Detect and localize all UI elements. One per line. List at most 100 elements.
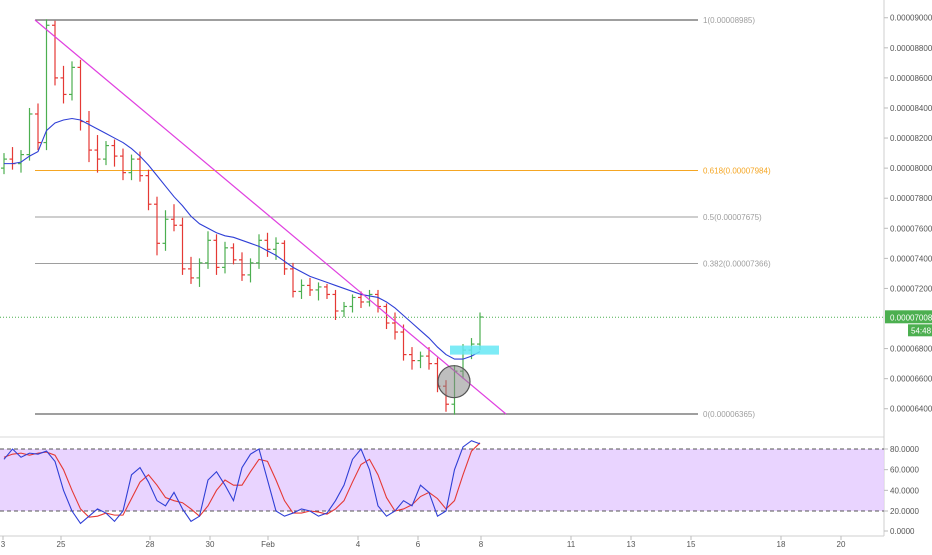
time-tick-label: 11 bbox=[567, 540, 576, 549]
ohlc-bar bbox=[69, 61, 75, 101]
stoch-tick-label: 80.0000 bbox=[890, 445, 919, 454]
ohlc-bar bbox=[281, 240, 288, 275]
ohlc-bar bbox=[205, 231, 211, 269]
ohlc-bar bbox=[60, 65, 67, 104]
time-tick-label: 15 bbox=[687, 540, 696, 549]
trendline bbox=[34, 19, 507, 415]
ohlc-bar bbox=[111, 139, 118, 167]
overlays bbox=[0, 19, 884, 415]
ohlc-bar bbox=[315, 282, 322, 301]
ohlc-bar bbox=[307, 277, 313, 296]
price-tick-label: 0.00008200 bbox=[890, 134, 932, 143]
price-tick-label: 0.00007400 bbox=[890, 254, 932, 263]
ohlc-bar bbox=[145, 169, 152, 211]
ohlc-bar bbox=[392, 312, 398, 340]
stoch-tick-label: 20.0000 bbox=[890, 507, 919, 516]
price-tick-label: 0.00006400 bbox=[890, 405, 932, 414]
price-tick-label: 0.00009000 bbox=[890, 14, 932, 23]
ohlc-bar bbox=[103, 141, 109, 166]
time-tick-label: 28 bbox=[146, 540, 155, 549]
time-tick-label: 20 bbox=[837, 540, 846, 549]
ohlc-bar bbox=[213, 234, 220, 275]
ohlc-bar bbox=[366, 289, 373, 307]
stoch-band bbox=[0, 449, 884, 511]
fibonacci-retracement: 1(0.00008985) 0.618(0.00007984) 0.5(0.0000… bbox=[35, 16, 771, 419]
stoch-d-line bbox=[3, 442, 481, 518]
ohlc-bar bbox=[120, 148, 126, 181]
ohlc-bar bbox=[171, 204, 177, 232]
ohlc-bar bbox=[426, 347, 432, 370]
ohlc-bar bbox=[179, 217, 186, 275]
ohlc-bar bbox=[43, 19, 50, 151]
ohlc-bar bbox=[383, 303, 390, 330]
ohlc-bar bbox=[349, 294, 356, 313]
stochastic-panel bbox=[0, 440, 884, 525]
time-tick-label: 18 bbox=[777, 540, 786, 549]
ohlc-bar bbox=[400, 324, 407, 361]
stoch-tick-label: 0.0000 bbox=[890, 527, 915, 536]
ohlc-bar bbox=[256, 234, 262, 269]
time-tick-label: 8 bbox=[479, 540, 484, 549]
ohlc-bar bbox=[9, 147, 16, 170]
ohlc-bar bbox=[375, 289, 381, 313]
ohlc-bar bbox=[128, 154, 135, 181]
ohlc-bar bbox=[239, 252, 245, 281]
stoch-tick-label: 60.0000 bbox=[890, 466, 919, 475]
price-tick-label: 0.00007800 bbox=[890, 194, 932, 203]
axes: 0.00009000 0.00008800 0.00008600 0.00008400… bbox=[1, 14, 932, 549]
fib-level-label: 0(0.00006365) bbox=[703, 410, 755, 419]
grid bbox=[0, 0, 885, 537]
ohlc-bar bbox=[188, 256, 194, 284]
ohlc-bar bbox=[86, 110, 92, 163]
fib-level-label: 0.382(0.00007366) bbox=[703, 259, 771, 268]
current-price-label: 0.00007008 bbox=[890, 313, 932, 322]
time-tick-label: 3 bbox=[1, 540, 6, 549]
price-tick-label: 0.00008000 bbox=[890, 164, 932, 173]
ohlc-bar bbox=[94, 135, 101, 173]
ohlc-bar bbox=[417, 351, 424, 369]
price-tick-label: 0.00006800 bbox=[890, 345, 932, 354]
ohlc-bar bbox=[477, 312, 483, 351]
price-tick-label: 0.00007600 bbox=[890, 224, 932, 233]
ohlc-bar bbox=[247, 258, 254, 283]
time-tick-label: 4 bbox=[356, 540, 361, 549]
current-price-badge bbox=[885, 310, 932, 324]
ohlc-bar bbox=[52, 20, 58, 86]
ohlc-bar bbox=[35, 103, 41, 151]
price-tick-label: 0.00008800 bbox=[890, 44, 932, 53]
time-tick-label: 30 bbox=[206, 540, 215, 549]
ohlc-bar bbox=[273, 237, 279, 260]
ohlc-bar bbox=[409, 347, 415, 370]
time-tick-label: Feb bbox=[261, 540, 275, 549]
ohlc-bar bbox=[230, 243, 237, 265]
stoch-tick-label: 40.0000 bbox=[890, 486, 919, 495]
ohlc-bar bbox=[341, 301, 347, 318]
ohlc-bar bbox=[324, 283, 330, 299]
ohlc-bar bbox=[154, 196, 160, 256]
countdown-label: 54:48 bbox=[911, 326, 932, 335]
stoch-k-line bbox=[3, 440, 481, 525]
highlight-circle bbox=[437, 365, 471, 399]
price-tick-label: 0.00008400 bbox=[890, 104, 932, 113]
ohlc-bar bbox=[162, 210, 169, 251]
ohlc-bar bbox=[264, 232, 271, 257]
fib-level-label: 0.618(0.00007984) bbox=[703, 167, 771, 176]
ohlc-bar bbox=[26, 107, 33, 161]
fib-level-label: 1(0.00008985) bbox=[703, 16, 755, 25]
ohlc-bar bbox=[298, 279, 305, 299]
price-tick-label: 0.00007200 bbox=[890, 284, 932, 293]
time-tick-label: 13 bbox=[627, 540, 636, 549]
countdown-badge bbox=[908, 324, 932, 337]
fib-level-label: 0.5(0.00007675) bbox=[703, 213, 762, 222]
ohlc-bar bbox=[196, 258, 203, 287]
price-tick-label: 0.00006600 bbox=[890, 375, 932, 384]
time-tick-label: 25 bbox=[57, 540, 66, 549]
highlight-box bbox=[450, 345, 499, 355]
time-tick-label: 6 bbox=[416, 540, 421, 549]
price-tick-label: 0.00008600 bbox=[890, 74, 932, 83]
moving-average-line bbox=[4, 117, 481, 360]
ohlc-bar bbox=[332, 289, 339, 321]
ohlc-bar bbox=[222, 241, 228, 274]
